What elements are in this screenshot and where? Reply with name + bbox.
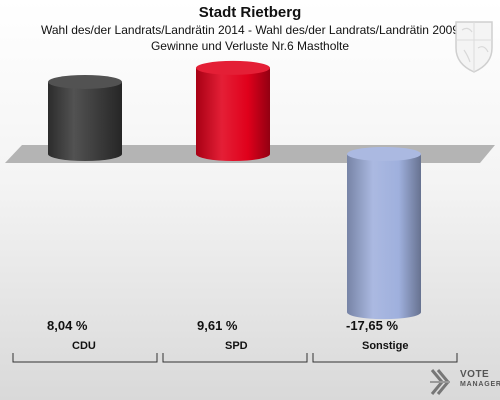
value-label-sonstige: -17,65 % xyxy=(346,318,399,333)
bar-top-cdu xyxy=(48,74,122,89)
logo-line1: VOTE xyxy=(460,369,490,380)
title-block: Stadt Rietberg Wahl des/der Landrats/Lan… xyxy=(0,4,500,54)
bar-top-sonstige xyxy=(347,147,421,161)
bracket-spd xyxy=(162,353,308,363)
chart-title: Stadt Rietberg xyxy=(198,4,302,21)
value-label-spd: 9,61 % xyxy=(197,318,238,333)
chart-subtitle-line2: Gewinne und Verluste Nr.6 Mastholte xyxy=(150,39,350,53)
logo-line2: MANAGER xyxy=(460,381,500,388)
bracket-sonstige xyxy=(312,353,458,363)
category-label-cdu: CDU xyxy=(72,340,96,352)
chart-subtitle-line1: Wahl des/der Landrats/Landrätin 2014 - W… xyxy=(40,23,460,37)
bar-spd xyxy=(196,67,270,161)
category-label-sonstige: Sonstige xyxy=(362,340,409,352)
bars-group xyxy=(48,60,421,320)
x-axis-brackets xyxy=(12,353,458,363)
value-label-cdu: 8,04 % xyxy=(47,318,88,333)
vote-manager-logo-icon xyxy=(430,369,450,395)
bar-sonstige xyxy=(347,154,421,320)
vote-manager-wordmark: VOTE MANAGER xyxy=(460,370,500,390)
bracket-cdu xyxy=(12,353,158,363)
bar-top-spd xyxy=(196,60,270,75)
bar-cdu xyxy=(48,81,122,161)
category-label-spd: SPD xyxy=(225,340,248,352)
coat-of-arms-icon xyxy=(455,21,493,73)
